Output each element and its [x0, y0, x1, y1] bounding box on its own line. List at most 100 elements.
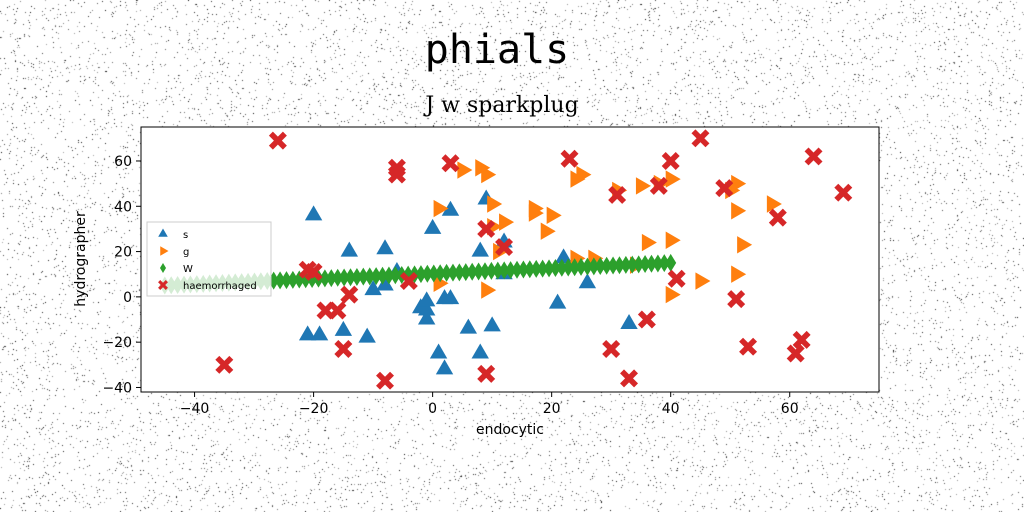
point-W-74: [633, 255, 645, 274]
legend-label-haemorrhaged: haemorrhaged: [183, 281, 257, 292]
point-g-12: [540, 222, 556, 240]
point-W-77: [652, 254, 664, 273]
point-haemorrhaged-5: [328, 301, 347, 320]
point-s-7: [376, 239, 394, 255]
point-g-16: [576, 165, 592, 184]
point-W-20: [287, 270, 299, 289]
point-W-32: [364, 267, 376, 286]
point-haemorrhaged-28: [768, 208, 787, 227]
point-haemorrhaged-18: [608, 185, 627, 204]
axis-ticks: −40 −20 0 20 40 60 −40 −20 0 20 40 60: [102, 154, 798, 417]
legend-marker-haemorrhaged: [158, 280, 168, 290]
point-W-54: [505, 261, 517, 280]
point-s-4: [340, 241, 359, 257]
y-tick-label-60: 60: [114, 154, 132, 170]
point-haemorrhaged-16: [560, 149, 579, 168]
point-s-24: [483, 316, 501, 332]
point-s-5: [358, 327, 376, 343]
point-W-46: [453, 263, 465, 282]
point-W-65: [575, 257, 587, 276]
point-W-67: [588, 257, 600, 276]
point-haemorrhaged-1: [268, 131, 287, 150]
point-s-18: [441, 289, 460, 305]
point-haemorrhaged-20: [637, 310, 656, 329]
point-W-31: [357, 267, 369, 286]
point-g-23: [665, 231, 681, 249]
point-W-68: [594, 257, 606, 276]
point-W-48: [466, 262, 478, 281]
y-tick-label-0: 0: [123, 290, 132, 306]
point-W-47: [460, 263, 472, 282]
point-s-3: [334, 320, 353, 336]
point-W-71: [613, 256, 625, 275]
legend-label-g: g: [183, 247, 189, 258]
plot-frame: [140, 126, 880, 393]
x-tick-label-40: 40: [662, 401, 680, 417]
point-s-15: [429, 343, 448, 359]
point-W-42: [428, 264, 440, 283]
point-g-26: [695, 272, 711, 290]
point-g-9: [499, 213, 515, 231]
point-W-35: [383, 266, 395, 285]
y-tick-label--40: −40: [102, 380, 132, 396]
point-haemorrhaged-14: [477, 364, 496, 383]
x-tick-label-0: 0: [428, 401, 437, 417]
point-W-73: [626, 255, 638, 274]
point-s-0: [304, 205, 323, 221]
point-W-59: [537, 259, 549, 278]
y-axis-label: hydrographer: [73, 211, 89, 307]
data-marks: [159, 129, 853, 390]
point-haemorrhaged-23: [667, 269, 686, 288]
point-W-76: [645, 254, 657, 273]
point-haemorrhaged-10: [387, 165, 406, 184]
point-s-1: [298, 325, 317, 341]
point-g-1: [433, 199, 449, 218]
point-s-20: [459, 318, 478, 334]
point-s-27: [548, 293, 567, 309]
point-haemorrhaged-22: [661, 151, 680, 170]
point-haemorrhaged-21: [649, 176, 668, 195]
point-haemorrhaged-11: [399, 272, 418, 290]
point-s-17: [435, 359, 454, 375]
point-W-27: [332, 268, 344, 287]
point-haemorrhaged-8: [376, 371, 394, 390]
point-g-0: [433, 274, 449, 292]
legend-marker-s: [158, 228, 168, 237]
point-W-36: [389, 266, 401, 285]
point-W-60: [543, 259, 555, 278]
legend-box: [146, 221, 272, 297]
point-W-30: [351, 267, 363, 286]
point-haemorrhaged-27: [739, 337, 758, 356]
point-s-21: [471, 241, 489, 257]
point-W-75: [639, 255, 651, 274]
point-g-5: [481, 281, 497, 299]
point-g-11: [528, 199, 544, 218]
point-g-31: [737, 236, 753, 254]
point-W-69: [601, 256, 613, 275]
point-g-6: [487, 195, 503, 213]
point-haemorrhaged-24: [691, 129, 710, 148]
point-W-79: [665, 253, 677, 272]
point-s-8: [376, 275, 394, 291]
point-g-4: [481, 165, 497, 184]
point-haemorrhaged-0: [215, 355, 234, 374]
point-g-20: [635, 177, 651, 195]
point-g-32: [766, 195, 782, 213]
point-s-12: [417, 300, 436, 316]
point-haemorrhaged-26: [727, 290, 746, 309]
point-W-56: [517, 260, 529, 279]
point-haemorrhaged-7: [340, 285, 359, 304]
point-haemorrhaged-19: [620, 369, 639, 388]
point-g-29: [731, 202, 747, 220]
point-s-13: [417, 291, 436, 307]
point-W-28: [338, 268, 350, 287]
point-haemorrhaged-13: [477, 219, 496, 238]
point-g-21: [641, 233, 657, 252]
point-W-61: [549, 259, 561, 278]
x-axis-label: endocytic: [476, 422, 544, 438]
point-g-2: [457, 161, 473, 179]
point-W-78: [658, 254, 670, 273]
point-haemorrhaged-15: [495, 238, 514, 257]
point-W-41: [421, 264, 433, 283]
chart-title: J w sparkplug: [423, 93, 578, 118]
